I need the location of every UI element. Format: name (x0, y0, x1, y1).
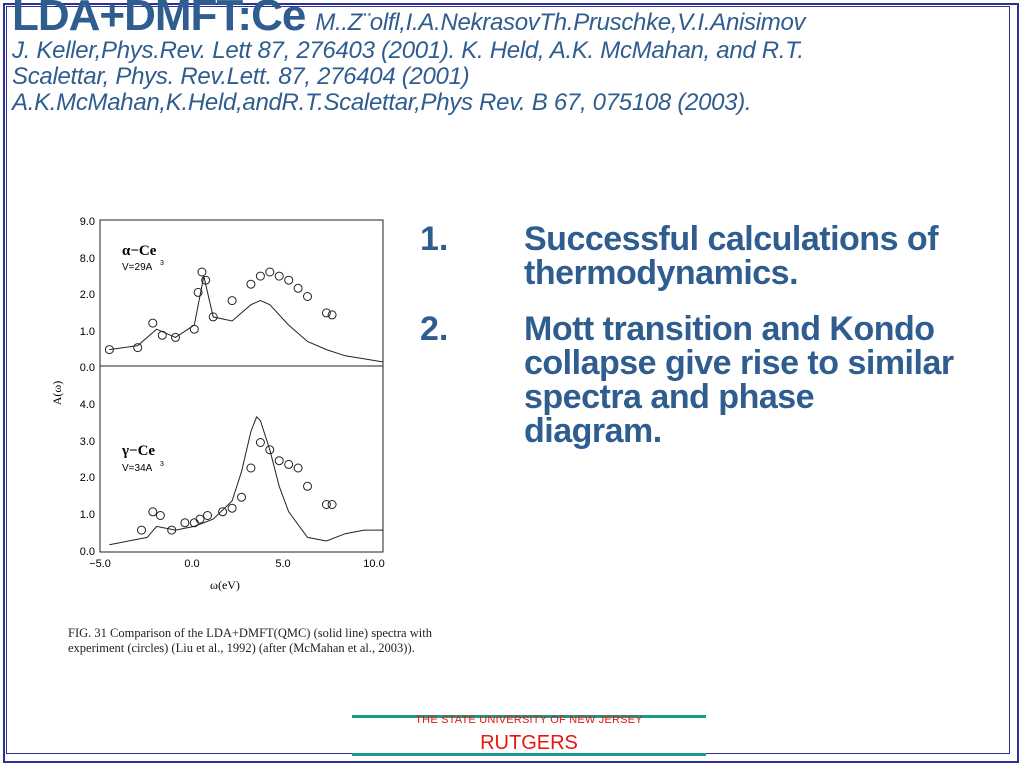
bullet-list: 1. Successful calculations of thermodyna… (420, 222, 960, 470)
experiment-point (237, 492, 246, 502)
experiment-point (155, 511, 165, 520)
experiment-point (189, 518, 199, 528)
experiment-point (171, 332, 180, 342)
x-axis-label: ω(eV) (210, 578, 240, 592)
experiment-point (157, 330, 167, 340)
title-line: LDA+DMFT:Ce M..Z¨olfl,I.A.NekrasovTh.Prus… (12, 0, 1012, 38)
experiment-point (327, 310, 337, 320)
slide-title: LDA+DMFT:Ce (12, 0, 306, 40)
university-name: THE STATE UNIVERSITY OF NEW JERSEY (415, 714, 643, 726)
y-tick-label: 3.0 (80, 436, 95, 448)
references: J. Keller,Phys.Rev. Lett 87, 276403 (200… (12, 38, 1012, 116)
experiment-point (197, 267, 207, 277)
x-tick-label: −5.0 (89, 558, 111, 570)
title-authors: M..Z¨olfl,I.A.NekrasovTh.Pruschke,V.I.An… (315, 9, 806, 36)
experiment-point (321, 500, 331, 509)
panel-label-alpha: α−Ce (122, 243, 157, 259)
experiment-point (255, 438, 265, 447)
logo-bar-bottom (352, 753, 706, 756)
theory-line (109, 275, 384, 363)
list-item-text: Mott transition and Kondo collapse give … (524, 310, 954, 450)
experiment-point (167, 525, 177, 535)
experiment-point (255, 271, 265, 281)
x-tick-label: 0.0 (184, 558, 199, 570)
reference-line: Scalettar, Phys. Rev.Lett. 87, 276404 (2… (12, 63, 470, 90)
experiment-point (218, 507, 228, 517)
experiment-point (303, 481, 312, 491)
theory-line (109, 416, 383, 546)
y-tick-label: 2.0 (80, 472, 95, 484)
experiment-point (274, 271, 284, 281)
experiment-point (104, 345, 114, 355)
experiment-point (246, 463, 256, 473)
logo-bar-top (352, 715, 706, 718)
experiment-point (148, 507, 158, 517)
y-tick-label: 0.0 (80, 362, 95, 374)
experiment-point (284, 459, 294, 469)
experiment-point (227, 503, 237, 513)
figure-caption: FIG. 31 Comparison of the LDA+DMFT(QMC) … (68, 626, 432, 655)
list-item: 2. Mott transition and Kondo collapse gi… (420, 312, 960, 448)
list-item-text: Successful calculations of thermodynamic… (524, 220, 939, 292)
experiment-point (133, 343, 143, 353)
experiment-point (265, 445, 275, 455)
rutgers-logo: THE STATE UNIVERSITY OF NEW JERSEY RUTGE… (352, 712, 706, 758)
experiment-point (180, 518, 190, 528)
experiment-point (208, 312, 218, 322)
experiment-point (327, 500, 337, 509)
experiment-point (203, 511, 212, 520)
spectra-figure: 9.0 8.0 2.0 1.0 0.0 4.0 3.0 2.0 1.0 0.0 … (40, 205, 440, 685)
experiment-point (201, 275, 211, 285)
spectra-chart: 9.0 8.0 2.0 1.0 0.0 4.0 3.0 2.0 1.0 0.0 … (50, 216, 385, 592)
y-tick-label: 4.0 (80, 399, 95, 411)
volume-exponent: 3 (160, 461, 164, 468)
header: LDA+DMFT:Ce M..Z¨olfl,I.A.NekrasovTh.Prus… (12, 0, 1012, 116)
experiment-point (148, 318, 158, 328)
experiment-point (293, 463, 303, 473)
y-tick-label: 0.0 (80, 546, 95, 558)
x-tick-label: 5.0 (275, 558, 290, 570)
experiment-point (303, 292, 312, 301)
experiment-point (227, 296, 237, 306)
y-axis-label: A(ω) (50, 381, 64, 406)
volume-exponent: 3 (160, 260, 164, 267)
experiment-point (193, 287, 203, 297)
reference-line: A.K.McMahan,K.Held,andR.T.Scalettar,Phys… (12, 89, 752, 116)
experiment-point (246, 279, 256, 289)
rutgers-name: RUTGERS (480, 732, 578, 754)
reference-line: J. Keller,Phys.Rev. Lett 87, 276403 (200… (12, 37, 804, 64)
plot-frame (99, 219, 384, 553)
experiment-point (195, 514, 205, 524)
y-tick-label: 2.0 (80, 289, 95, 301)
y-tick-label: 1.0 (80, 509, 95, 521)
experiment-point (137, 525, 146, 535)
panel-volume-alpha: V=29A (122, 262, 153, 273)
list-item-number: 2. (420, 310, 449, 348)
panel-label-gamma: γ−Ce (121, 443, 155, 459)
y-tick-label: 8.0 (80, 253, 95, 265)
slide-frame (3, 3, 1019, 763)
x-tick-label: 10.0 (363, 558, 384, 570)
experiment-point (274, 456, 284, 466)
y-tick-label: 9.0 (80, 216, 95, 228)
experiment-point (321, 308, 331, 318)
list-item-number: 1. (420, 220, 449, 258)
panel-volume-gamma: V=34A (122, 463, 153, 474)
experiment-point (189, 324, 199, 334)
y-tick-label: 1.0 (80, 326, 95, 338)
experiment-point (293, 283, 303, 293)
experiment-point (265, 267, 275, 277)
experiment-point (284, 275, 294, 285)
list-item: 1. Successful calculations of thermodyna… (420, 222, 960, 290)
